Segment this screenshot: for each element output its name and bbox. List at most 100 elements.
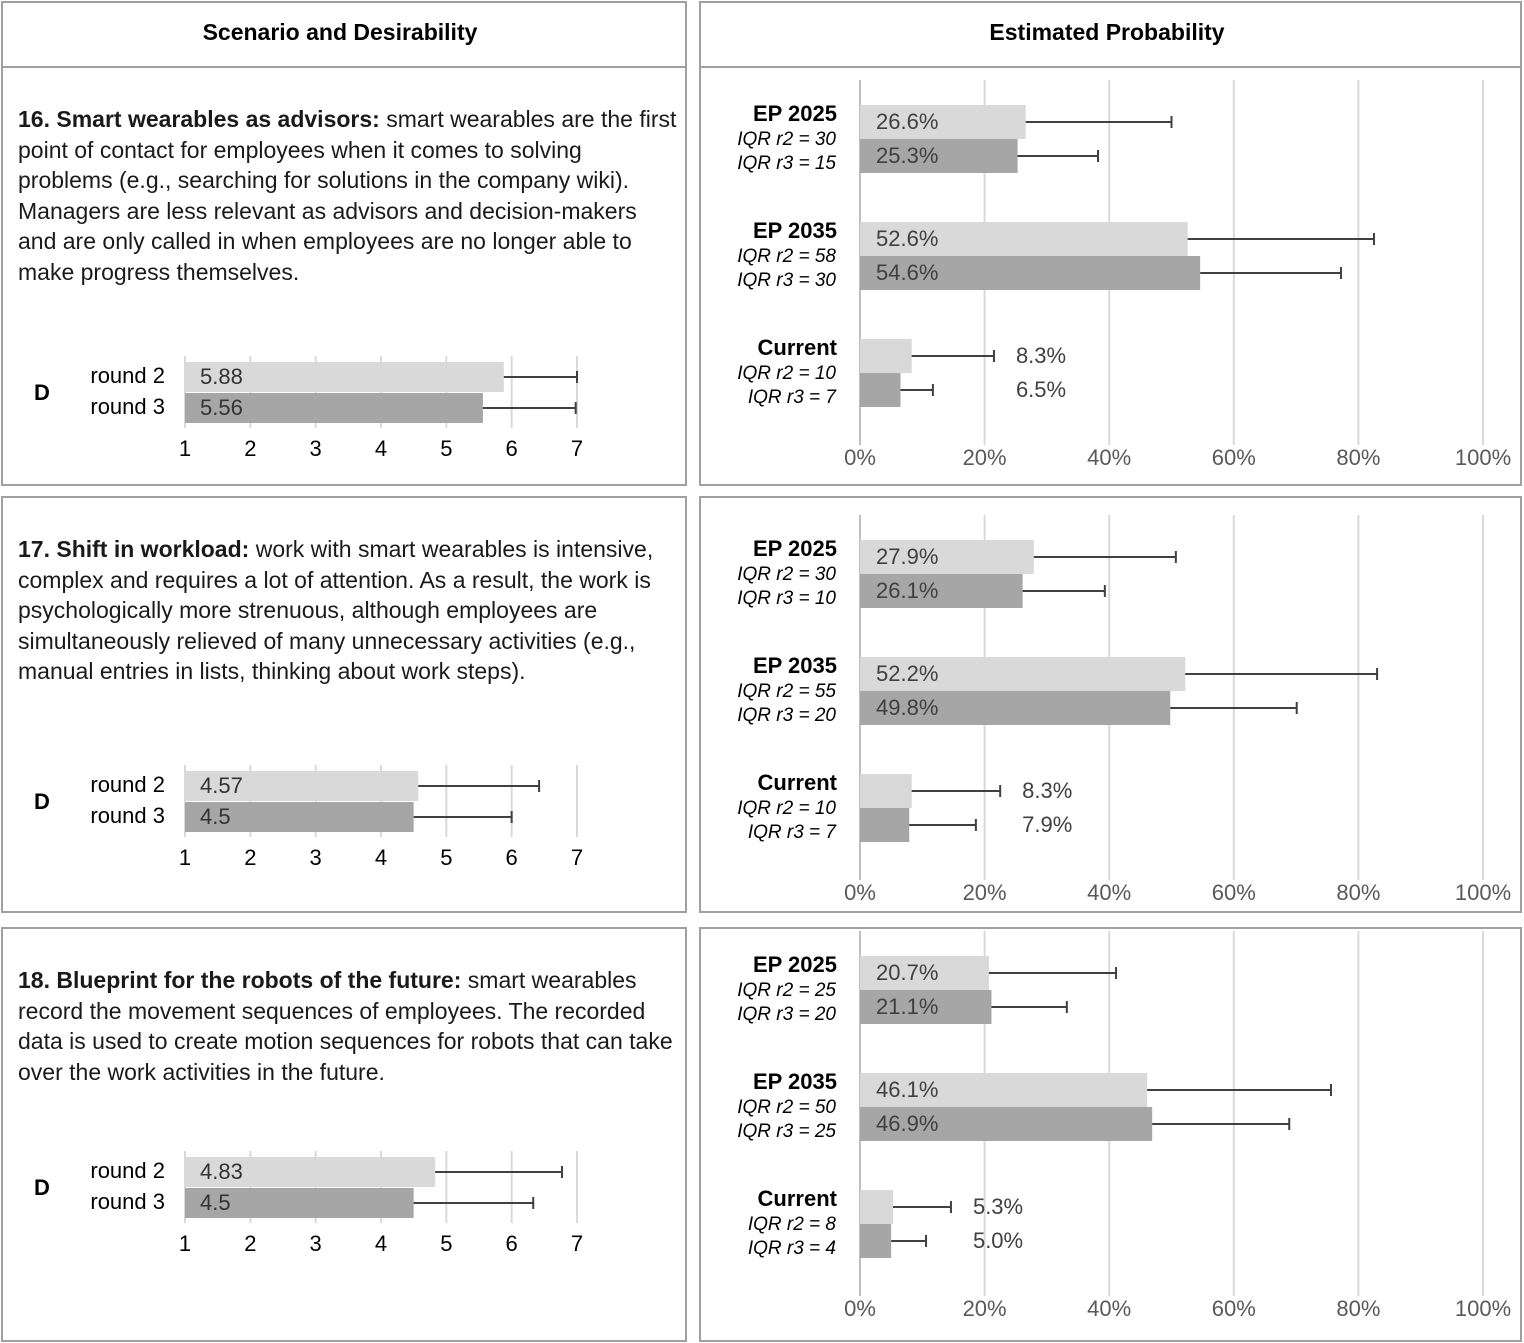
iqr-note: IQR r3 = 20 xyxy=(737,705,836,726)
bar xyxy=(185,1188,414,1218)
x-tick-label: 2 xyxy=(244,436,256,461)
table-cell xyxy=(1,66,687,486)
bar xyxy=(860,105,1026,139)
bar xyxy=(860,540,1034,574)
x-tick-label: 2 xyxy=(244,1231,256,1256)
bar xyxy=(860,256,1201,290)
x-tick-label: 3 xyxy=(310,845,322,870)
scenario-description: smart wearables are the first point of c… xyxy=(18,106,677,285)
table-cell xyxy=(1,496,687,913)
x-tick-label: 80% xyxy=(1336,880,1380,905)
bar xyxy=(860,1224,892,1258)
value-label: 26.1% xyxy=(876,578,938,603)
iqr-note: IQR r2 = 55 xyxy=(737,681,836,702)
bar xyxy=(185,802,414,832)
bar xyxy=(860,956,989,990)
bar xyxy=(860,574,1023,608)
iqr-note: IQR r2 = 8 xyxy=(748,1214,837,1235)
iqr-note: IQR r3 = 15 xyxy=(737,153,836,174)
bar xyxy=(860,1107,1153,1141)
category-label: EP 2035 xyxy=(753,653,837,678)
x-tick-label: 40% xyxy=(1087,1296,1131,1321)
value-label: 52.6% xyxy=(876,226,938,251)
category-label: EP 2035 xyxy=(753,218,837,243)
iqr-note: IQR r2 = 30 xyxy=(737,129,836,150)
x-tick-label: 60% xyxy=(1212,445,1256,470)
value-label: 26.6% xyxy=(876,109,938,134)
bar xyxy=(185,1157,436,1187)
iqr-note: IQR r2 = 25 xyxy=(737,980,836,1001)
iqr-note: IQR r2 = 58 xyxy=(737,246,836,267)
value-label: 27.9% xyxy=(876,544,938,569)
x-tick-label: 100% xyxy=(1455,880,1511,905)
x-tick-label: 5 xyxy=(440,1231,452,1256)
bar xyxy=(860,373,901,407)
x-tick-label: 1 xyxy=(179,436,191,461)
x-tick-label: 4 xyxy=(375,436,387,461)
value-label: 54.6% xyxy=(876,260,938,285)
iqr-note: IQR r2 = 30 xyxy=(737,564,836,585)
value-label: 8.3% xyxy=(1022,778,1072,803)
category-label: EP 2025 xyxy=(753,101,837,126)
scenario-text: 16. Smart wearables as advisors: smart w… xyxy=(18,104,678,288)
x-tick-label: 3 xyxy=(310,1231,322,1256)
x-tick-label: 7 xyxy=(571,436,583,461)
scenario-title: 17. Shift in workload: xyxy=(18,536,250,562)
x-tick-label: 3 xyxy=(310,436,322,461)
value-label: 4.5 xyxy=(200,1190,231,1215)
iqr-note: IQR r3 = 20 xyxy=(737,1004,836,1025)
value-label: 46.1% xyxy=(876,1077,938,1102)
x-tick-label: 40% xyxy=(1087,880,1131,905)
series-label: round 2 xyxy=(90,1158,165,1183)
bar xyxy=(860,222,1188,256)
value-label: 5.88 xyxy=(200,364,243,389)
value-label: 52.2% xyxy=(876,661,938,686)
bar xyxy=(860,691,1171,725)
bar xyxy=(860,1190,894,1224)
x-tick-label: 6 xyxy=(506,845,518,870)
x-tick-label: 0% xyxy=(844,445,876,470)
x-tick-label: 100% xyxy=(1455,1296,1511,1321)
x-tick-label: 4 xyxy=(375,1231,387,1256)
bar xyxy=(860,990,992,1024)
iqr-note: IQR r3 = 4 xyxy=(748,1238,836,1259)
category-label: Current xyxy=(758,770,838,795)
x-tick-label: 20% xyxy=(963,880,1007,905)
x-tick-label: 60% xyxy=(1212,880,1256,905)
value-label: 25.3% xyxy=(876,143,938,168)
x-tick-label: 0% xyxy=(844,880,876,905)
table-cell xyxy=(699,927,1522,1342)
bar xyxy=(860,339,912,373)
iqr-note: IQR r3 = 7 xyxy=(748,387,838,408)
bar xyxy=(185,393,483,423)
category-label: EP 2025 xyxy=(753,536,837,561)
iqr-note: IQR r3 = 10 xyxy=(737,588,836,609)
category-label: Current xyxy=(758,1186,838,1211)
category-label: EP 2035 xyxy=(753,1069,837,1094)
x-tick-label: 5 xyxy=(440,845,452,870)
x-tick-label: 60% xyxy=(1212,1296,1256,1321)
bar xyxy=(860,139,1018,173)
x-tick-label: 80% xyxy=(1336,1296,1380,1321)
value-label: 21.1% xyxy=(876,994,938,1019)
series-label: round 2 xyxy=(90,772,165,797)
x-tick-label: 7 xyxy=(571,845,583,870)
value-label: 7.9% xyxy=(1022,812,1072,837)
iqr-note: IQR r2 = 50 xyxy=(737,1097,836,1118)
iqr-note: IQR r3 = 25 xyxy=(737,1121,836,1142)
value-label: 4.83 xyxy=(200,1159,243,1184)
scenario-description: work with smart wearables is intensive, … xyxy=(18,536,654,685)
value-label: 20.7% xyxy=(876,960,938,985)
column-header: Estimated Probability xyxy=(989,19,1224,45)
value-label: 8.3% xyxy=(1016,343,1066,368)
scenario-text: 17. Shift in workload: work with smart w… xyxy=(18,534,678,687)
value-label: 4.5 xyxy=(200,804,231,829)
category-label: Current xyxy=(758,335,838,360)
table-cell xyxy=(1,927,687,1342)
value-label: 49.8% xyxy=(876,695,938,720)
column-header: Scenario and Desirability xyxy=(203,19,478,45)
category-label: D xyxy=(34,1175,50,1200)
x-tick-label: 6 xyxy=(506,1231,518,1256)
